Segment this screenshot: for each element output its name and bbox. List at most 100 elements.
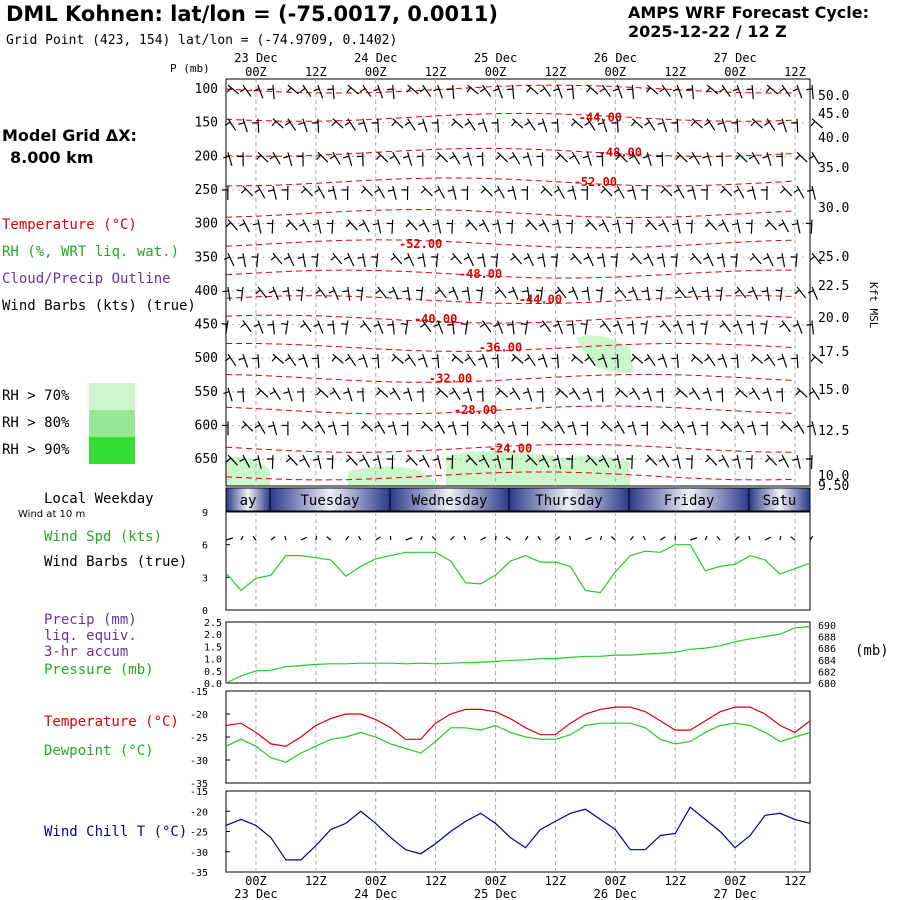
wind-barb-flag xyxy=(552,458,559,461)
wind-barb xyxy=(332,118,344,129)
wind-barb-flag xyxy=(256,154,262,160)
pressure-tick-label: 450 xyxy=(195,318,218,333)
wind-barb-10m-stem xyxy=(748,535,751,541)
wind-barb-flag xyxy=(478,458,485,462)
wind-barb-flag xyxy=(252,458,259,461)
wind-barb-flag xyxy=(747,290,754,294)
isotherm-label: -24.00 xyxy=(489,441,532,455)
wind-barb xyxy=(227,387,233,402)
wind-barb xyxy=(646,454,658,466)
wind-barb xyxy=(227,253,235,267)
wind-barb-flag xyxy=(356,289,363,292)
wind-barb xyxy=(541,84,551,97)
date-label-top: 25 Dec xyxy=(474,51,517,65)
wind-barb xyxy=(541,454,550,468)
wind-barb-flag xyxy=(357,256,364,259)
wind-barb xyxy=(377,219,382,234)
wind-barb-flag xyxy=(566,88,573,91)
wind-barb xyxy=(631,252,642,265)
wind-barb-flag xyxy=(374,188,380,193)
wind-barb-flag xyxy=(495,154,501,160)
wind-barb-flag xyxy=(269,390,276,395)
wind-barb-flag xyxy=(554,289,561,295)
wind-barb xyxy=(497,151,509,163)
wind-barb xyxy=(721,84,731,97)
wind-barb xyxy=(482,84,492,97)
wind-barb-flag xyxy=(431,256,438,258)
temperature-tick-label: -25 xyxy=(190,733,208,744)
wind-barb xyxy=(496,84,503,99)
wind-barb xyxy=(345,320,349,335)
wind-barb-10m-stem xyxy=(716,535,721,541)
wind-barb xyxy=(512,353,524,364)
isotherm-line xyxy=(225,471,796,481)
wind-barb-flag xyxy=(465,222,471,228)
wind-barb xyxy=(661,320,671,333)
wind-barb-flag xyxy=(537,357,544,361)
wind-barb-flag xyxy=(226,87,232,93)
wind-barb-flag xyxy=(642,391,649,394)
isotherm-line xyxy=(225,177,796,187)
wind-barb-flag xyxy=(717,357,724,361)
time-tick-label-top: 00Z xyxy=(365,65,387,79)
wind-barb xyxy=(631,353,644,364)
wind-barb xyxy=(287,219,298,231)
wind-barb-flag xyxy=(778,458,785,462)
wind-barb-flag xyxy=(626,88,633,91)
wind-barb-flag xyxy=(791,458,799,461)
wind-barb xyxy=(257,118,260,133)
wind-barb-flag xyxy=(540,188,546,194)
wind-barb xyxy=(736,421,745,434)
wind-barb-flag xyxy=(640,322,647,326)
wind-barb xyxy=(302,253,306,268)
wind-barb xyxy=(377,320,384,334)
precip-legend-2: liq. equiv. xyxy=(44,628,137,644)
wind-barb xyxy=(586,84,599,95)
rh-region xyxy=(226,456,270,486)
wind-barb-flag xyxy=(700,322,707,326)
wind-barb xyxy=(615,253,618,268)
wind-barb-flag xyxy=(524,121,530,126)
wind-barb xyxy=(452,118,464,129)
height-tick-label: 35.0 xyxy=(818,161,849,176)
wind-barb-flag xyxy=(221,322,228,326)
wind-barb xyxy=(242,454,251,468)
wind-barb-flag xyxy=(401,322,408,326)
wind-barb xyxy=(377,151,389,163)
wind-barb-flag xyxy=(704,222,711,228)
wind-barb-10m-stem xyxy=(284,535,287,541)
wind-barb-flag xyxy=(687,189,694,192)
wind-barb-flag xyxy=(480,188,486,194)
wind-barb-flag xyxy=(240,87,246,93)
wind-barb-flag xyxy=(299,87,306,93)
wind-barb xyxy=(556,118,559,133)
time-tick-label-bottom: 12Z xyxy=(425,874,447,888)
wind-barb xyxy=(257,387,269,398)
wind-barb xyxy=(571,387,581,401)
time-tick-label-bottom: 00Z xyxy=(604,874,626,888)
wind-barb-10m-stem xyxy=(779,535,782,541)
wind-barb xyxy=(676,286,687,299)
wind-barb-flag xyxy=(595,289,602,292)
wind-barb-flag xyxy=(451,356,457,362)
wind-barb-flag xyxy=(701,290,708,293)
wind-barb xyxy=(601,421,613,432)
wind-barb-flag xyxy=(328,290,335,294)
wind-barb-flag xyxy=(507,424,514,428)
wind-barb xyxy=(302,320,312,333)
wind-barb-flag xyxy=(629,255,636,261)
pressure-tick-label: 250 xyxy=(195,183,218,198)
wind-barb xyxy=(496,320,504,334)
wind-barb-flag xyxy=(418,458,425,462)
wind-barb-10m-stem xyxy=(629,535,634,541)
wind-barb xyxy=(437,454,442,469)
wind-barb-flag xyxy=(526,87,532,93)
wind-barb xyxy=(420,286,424,301)
temperature-tick-label: -35 xyxy=(190,779,208,790)
wind-barb xyxy=(526,353,536,367)
wind-barb xyxy=(526,387,533,402)
isotherm-line xyxy=(225,147,796,157)
isotherm-line xyxy=(225,209,796,219)
wind-barb-flag xyxy=(806,323,813,326)
wind-barb-flag xyxy=(404,121,411,126)
